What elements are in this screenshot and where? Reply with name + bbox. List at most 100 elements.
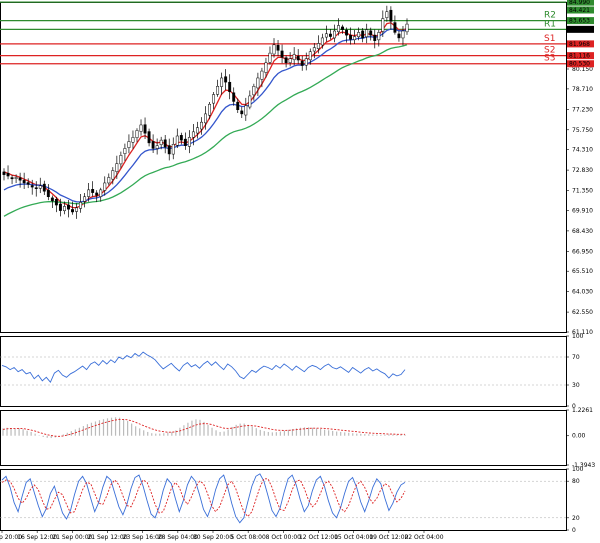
moving-average-line-3 <box>3 44 408 217</box>
candle-body <box>163 139 167 148</box>
candle-body <box>216 86 220 95</box>
candle-body <box>191 131 195 138</box>
price-y-tick-label: 77.230 <box>572 106 593 113</box>
candle-body <box>54 198 58 206</box>
candle-body <box>228 81 232 93</box>
candle-body <box>373 34 377 41</box>
candle-body <box>232 92 236 102</box>
candle-body <box>111 170 115 180</box>
level-label-r2: R2 <box>544 11 556 21</box>
indicator-2-frame <box>0 410 567 466</box>
candle-body <box>18 177 22 181</box>
ind1-line <box>1 351 406 384</box>
candle-body <box>248 95 252 108</box>
price-tag-box <box>567 60 594 68</box>
candle-body <box>75 207 78 212</box>
candle-body <box>240 110 244 115</box>
candle-body <box>119 155 123 165</box>
x-tick-label: 22 Oct 04:00 <box>404 534 443 541</box>
ind3-y-tick-label: 80 <box>572 478 580 485</box>
candle-body <box>67 204 70 210</box>
price-tag-label: 83.653 <box>569 18 590 25</box>
candle-body <box>155 145 159 149</box>
price-tag-box <box>567 52 594 60</box>
candle-body <box>357 32 361 37</box>
candle-body <box>87 189 91 197</box>
ind1-y-tick-label: 30 <box>572 382 580 389</box>
x-tick-label: 19 Oct 12:00 <box>369 534 408 541</box>
x-tick-label: 21 Sep 00:00 <box>52 534 92 541</box>
candle-body <box>268 52 272 63</box>
candle-body <box>63 206 66 212</box>
candle-body <box>58 203 62 211</box>
x-tick-label: 8 Oct 00:00 <box>266 534 301 541</box>
candle-body <box>244 105 248 116</box>
candle-body <box>123 148 127 154</box>
candle-body <box>10 177 14 180</box>
indicator-1-frame <box>0 336 567 407</box>
candle-body <box>345 29 349 36</box>
price-tag-label: 81.116 <box>569 53 590 60</box>
candle-body <box>99 189 103 197</box>
candle-body <box>151 141 155 149</box>
candle-body <box>91 189 95 193</box>
price-y-tick-label: 72.830 <box>572 167 593 174</box>
candle-body <box>195 127 199 134</box>
ind3-y-tick-label: 0 <box>572 527 576 534</box>
candle-body <box>353 36 357 41</box>
candle-body <box>71 209 74 213</box>
x-tick-label: 14 Sep 20:00 <box>0 534 22 541</box>
candle-body <box>187 137 191 147</box>
candle-body <box>22 180 26 184</box>
ind2-y-tick-label: 1.2261 <box>572 407 593 414</box>
ind3-main-line <box>1 473 406 524</box>
level-label-s1: S1 <box>544 34 555 44</box>
ind2-y-tick-label: -1.3943 <box>572 462 595 469</box>
candle-body <box>296 55 300 61</box>
candle-body <box>139 124 143 132</box>
candle-body <box>175 135 179 146</box>
candle-body <box>280 50 284 58</box>
candle-body <box>377 32 381 41</box>
candle-body <box>131 137 135 143</box>
candle-body <box>159 139 163 145</box>
candle-body <box>42 183 46 192</box>
candle-body <box>405 23 409 33</box>
candle-body <box>365 29 369 38</box>
candle-body <box>103 182 107 191</box>
candle-body <box>183 138 187 146</box>
price-tag-box <box>567 17 594 25</box>
candle-body <box>312 47 316 52</box>
candle-body <box>385 11 389 18</box>
x-tick-label: 30 Sep 20:00 <box>193 534 233 541</box>
x-tick-label: 21 Sep 12:00 <box>87 534 127 541</box>
ind2-y-tick-label: 0.00 <box>572 433 586 440</box>
candle-body <box>276 44 280 51</box>
candle-body <box>38 185 42 189</box>
price-y-tick-label: 80.150 <box>572 66 593 73</box>
price-y-tick-label: 64.030 <box>572 289 593 296</box>
price-tag-label: 84.990 <box>569 0 590 6</box>
candle-body <box>300 60 304 66</box>
price-y-tick-label: 78.710 <box>572 86 593 93</box>
candle-body <box>107 177 111 184</box>
candle-body <box>220 77 224 87</box>
ind3-signal-line <box>1 478 406 518</box>
candle-body <box>381 18 385 32</box>
candle-body <box>147 131 151 144</box>
x-tick-label: 16 Sep 12:00 <box>17 534 57 541</box>
candle-body <box>341 26 344 30</box>
candle-body <box>308 51 312 61</box>
candle-body <box>361 30 365 39</box>
candle-body <box>389 9 393 22</box>
candle-body <box>292 54 296 61</box>
candle-body <box>333 30 336 39</box>
candle-body <box>2 171 6 175</box>
price-y-tick-label: 66.950 <box>572 248 593 255</box>
candle-body <box>79 202 83 209</box>
candle-body <box>83 196 87 202</box>
candle-body <box>272 44 276 55</box>
candle-body <box>30 185 34 188</box>
